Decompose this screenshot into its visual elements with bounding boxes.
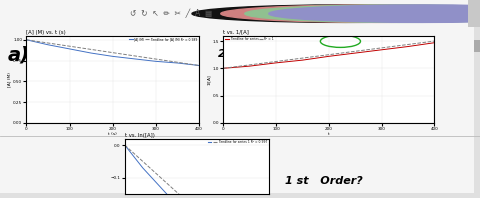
- Text: ↺  ↻  ↖  ✏  ✂  ╱  A  ▦: ↺ ↻ ↖ ✏ ✂ ╱ A ▦: [130, 9, 212, 18]
- Y-axis label: 1/[A]: 1/[A]: [207, 74, 211, 85]
- Text: a): a): [8, 45, 30, 64]
- Text: 2nd  Order?: 2nd Order?: [218, 50, 292, 59]
- Circle shape: [269, 5, 480, 22]
- Text: t vs. ln([A]): t vs. ln([A]): [125, 132, 155, 138]
- Circle shape: [245, 5, 480, 22]
- Text: 0  order ?: 0 order ?: [40, 50, 100, 59]
- Y-axis label: [A] (M): [A] (M): [8, 72, 12, 87]
- Circle shape: [221, 5, 480, 22]
- FancyBboxPatch shape: [468, 0, 480, 27]
- Legend: , Trendline for series 1 R² = 0.997: , Trendline for series 1 R² = 0.997: [207, 140, 267, 145]
- Legend: Trendline for series, R² = 1: Trendline for series, R² = 1: [225, 37, 274, 42]
- FancyBboxPatch shape: [0, 193, 480, 198]
- Text: 1 st   Order?: 1 st Order?: [285, 176, 363, 186]
- Text: [A] (M) vs. t (s): [A] (M) vs. t (s): [26, 30, 66, 35]
- Text: t vs. 1/[A]: t vs. 1/[A]: [223, 30, 249, 35]
- FancyBboxPatch shape: [474, 27, 480, 198]
- FancyBboxPatch shape: [474, 40, 480, 52]
- X-axis label: t (s): t (s): [108, 132, 117, 136]
- Legend: [A] (M), Trendline for [A] (M) R² = 0.989: [A] (M), Trendline for [A] (M) R² = 0.98…: [129, 37, 198, 42]
- X-axis label: t: t: [328, 132, 330, 136]
- Circle shape: [192, 5, 480, 22]
